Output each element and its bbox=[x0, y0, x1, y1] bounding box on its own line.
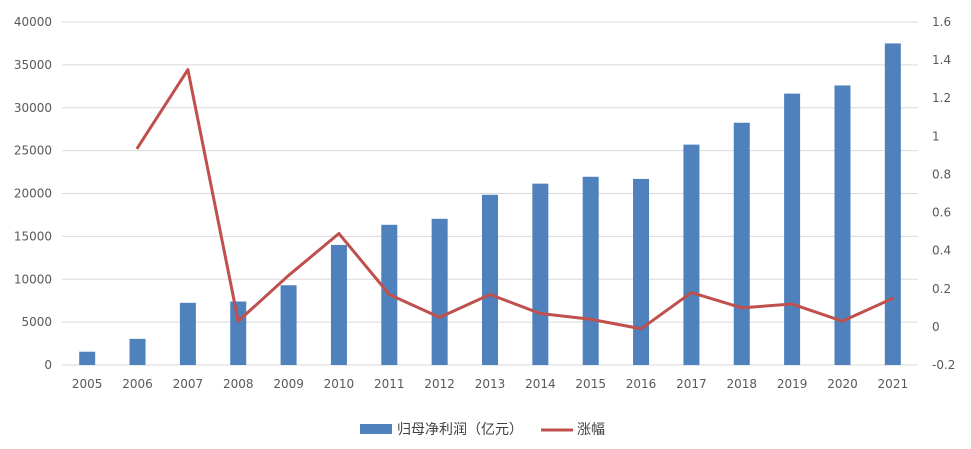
right-axis-tick-label: 1.6 bbox=[932, 15, 951, 29]
bar-2008 bbox=[230, 301, 247, 365]
bar-2010 bbox=[330, 244, 347, 365]
x-axis-tick-label: 2019 bbox=[777, 377, 808, 391]
bar-2006 bbox=[129, 338, 146, 365]
x-axis-tick-label: 2018 bbox=[726, 377, 757, 391]
left-axis-tick-label: 15000 bbox=[14, 229, 52, 243]
right-axis-tick-label: 0.6 bbox=[932, 206, 951, 220]
x-axis-tick-label: 2016 bbox=[626, 377, 657, 391]
left-y-axis: 0 5000 10000 15000 20000 25000 30000 35000 40000 bbox=[14, 15, 52, 372]
x-axis-tick-label: 2021 bbox=[878, 377, 909, 391]
bar-series bbox=[79, 43, 901, 365]
x-axis-tick-label: 2009 bbox=[273, 377, 304, 391]
bar-2007 bbox=[179, 302, 196, 365]
legend: 归母净利润（亿元） 涨幅 bbox=[360, 421, 605, 438]
left-axis-tick-label: 10000 bbox=[14, 272, 52, 286]
bar-2014 bbox=[532, 183, 549, 365]
x-axis-tick-label: 2020 bbox=[827, 377, 858, 391]
right-axis-tick-label: 0 bbox=[932, 320, 940, 334]
left-axis-tick-label: 20000 bbox=[14, 187, 52, 201]
x-axis-tick-label: 2014 bbox=[525, 377, 556, 391]
right-axis-tick-label: 1.2 bbox=[932, 91, 951, 105]
legend-line-label: 涨幅 bbox=[577, 422, 605, 438]
legend-bar-swatch bbox=[360, 424, 392, 434]
x-axis-tick-label: 2012 bbox=[424, 377, 455, 391]
right-axis-tick-label: -0.2 bbox=[932, 358, 955, 372]
x-axis-tick-label: 2005 bbox=[72, 377, 103, 391]
left-axis-tick-label: 40000 bbox=[14, 15, 52, 29]
growth-line bbox=[136, 68, 895, 331]
left-axis-tick-label: 5000 bbox=[21, 315, 52, 329]
bar-2016 bbox=[633, 178, 650, 365]
right-y-axis: -0.2 0 0.2 0.4 0.6 0.8 1 1.2 1.4 1.6 bbox=[932, 15, 955, 372]
right-axis-tick-label: 1 bbox=[932, 129, 940, 143]
left-axis-tick-label: 35000 bbox=[14, 58, 52, 72]
bar-2009 bbox=[280, 285, 297, 365]
x-axis-tick-label: 2013 bbox=[475, 377, 506, 391]
x-axis-tick-label: 2011 bbox=[374, 377, 405, 391]
left-axis-tick-label: 30000 bbox=[14, 101, 52, 115]
x-axis-tick-label: 2015 bbox=[575, 377, 606, 391]
x-axis-tick-label: 2006 bbox=[122, 377, 153, 391]
legend-bar-label: 归母净利润（亿元） bbox=[397, 421, 523, 438]
bar-2021 bbox=[884, 43, 901, 365]
bar-2019 bbox=[784, 93, 801, 365]
bar-2017 bbox=[683, 144, 700, 365]
bar-2005 bbox=[79, 351, 96, 365]
line-series bbox=[136, 68, 895, 331]
left-axis-tick-label: 0 bbox=[44, 358, 52, 372]
bar-2020 bbox=[834, 85, 851, 365]
bar-2015 bbox=[582, 176, 599, 365]
right-axis-tick-label: 0.4 bbox=[932, 244, 951, 258]
bar-2013 bbox=[482, 194, 498, 365]
bar-2018 bbox=[733, 122, 750, 365]
bar-2012 bbox=[431, 218, 448, 365]
x-axis-tick-label: 2017 bbox=[676, 377, 707, 391]
x-axis-tick-label: 2007 bbox=[173, 377, 204, 391]
right-axis-tick-label: 0.8 bbox=[932, 167, 951, 181]
x-axis: 2005 2006 2007 2008 2009 2010 2011 2012 2013 2014… bbox=[72, 377, 908, 391]
right-axis-tick-label: 0.2 bbox=[932, 282, 951, 296]
right-axis-tick-label: 1.4 bbox=[932, 53, 951, 67]
x-axis-tick-label: 2010 bbox=[324, 377, 355, 391]
left-axis-tick-label: 25000 bbox=[14, 144, 52, 158]
x-axis-tick-label: 2008 bbox=[223, 377, 254, 391]
